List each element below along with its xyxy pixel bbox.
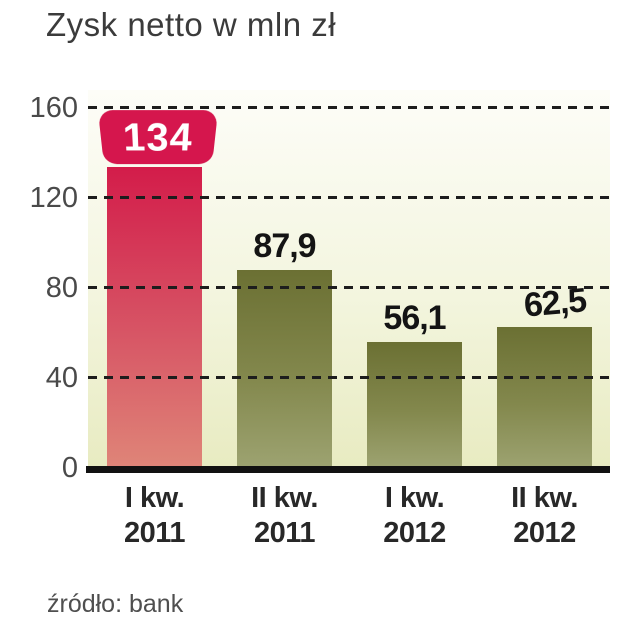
x-tick-label-1-year: 2011	[254, 517, 315, 549]
grid-line-120	[88, 196, 610, 199]
y-tick-label-40: 40	[45, 362, 78, 394]
highlight-value-label: 134	[121, 115, 195, 159]
x-tick-label-2-quarter: I kw.	[384, 482, 445, 514]
grid-line-160	[88, 106, 610, 109]
bar-1	[237, 270, 332, 468]
grid-line-40	[88, 376, 610, 379]
x-axis-line	[86, 466, 610, 473]
bar-value-label-1: 87,9	[253, 227, 316, 266]
y-tick-label-0: 0	[61, 452, 78, 484]
bar-2	[367, 341, 462, 468]
x-tick-label-3-year: 2012	[513, 517, 576, 549]
x-tick-label-0-quarter: I kw.	[124, 482, 185, 514]
bar-value-label-2: 56,1	[383, 298, 446, 337]
highlight-value-badge: 134	[97, 110, 219, 165]
x-tick-label-2-year: 2012	[383, 517, 446, 549]
plot-area: 87,9 56,1 62,5 134	[88, 90, 610, 468]
x-tick-label-2: I kw. 2012	[383, 481, 446, 551]
chart-title: Zysk netto w mln zł	[46, 6, 337, 43]
grid-line-80	[88, 286, 610, 289]
x-tick-label-0: I kw. 2011	[124, 481, 185, 551]
bar-value-label-3: 62,5	[521, 281, 588, 326]
y-tick-label-120: 120	[29, 182, 78, 214]
y-tick-label-160: 160	[29, 92, 78, 124]
source-note: źródło: bank	[47, 590, 184, 618]
x-tick-label-0-year: 2011	[124, 517, 185, 549]
y-tick-label-80: 80	[45, 272, 78, 304]
bar-0	[107, 166, 202, 468]
x-tick-label-1-quarter: II kw.	[251, 482, 318, 514]
x-tick-label-3-quarter: II kw.	[511, 482, 578, 514]
bar-3	[497, 327, 592, 468]
x-tick-label-3: II kw. 2012	[511, 481, 578, 551]
x-tick-label-1: II kw. 2011	[251, 481, 318, 551]
